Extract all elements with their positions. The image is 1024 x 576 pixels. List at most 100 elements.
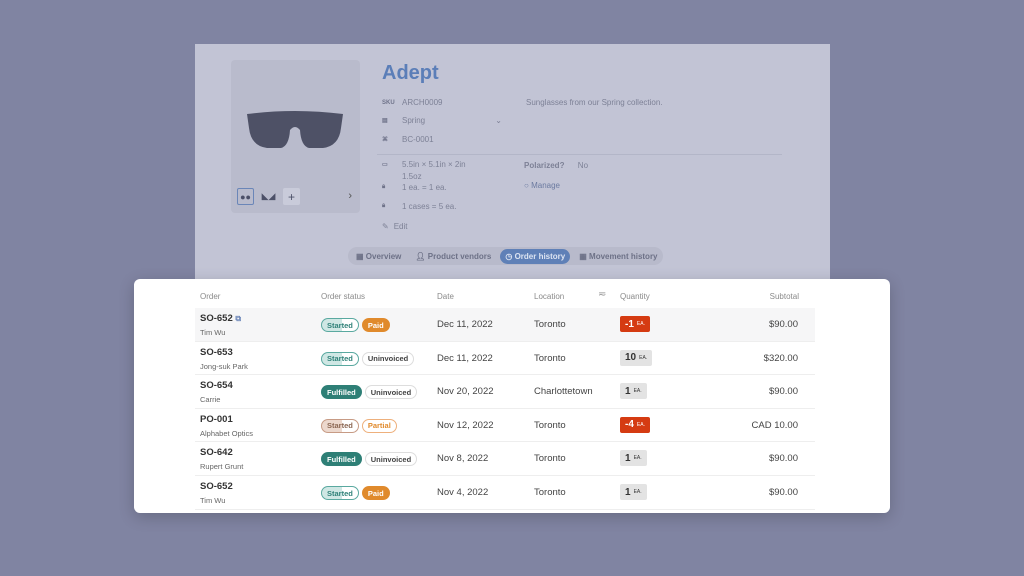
polarized-field: Polarized? No bbox=[524, 161, 589, 170]
header-date[interactable]: Date bbox=[437, 292, 454, 301]
location: Toronto bbox=[534, 319, 566, 330]
subtotal: $90.00 bbox=[768, 453, 798, 465]
quantity-badge: 1 EA. bbox=[620, 450, 647, 467]
quantity-badge: -1 EA. bbox=[620, 316, 650, 332]
product-image-gallery: ●● ◣◢ + › bbox=[231, 60, 360, 213]
location: Toronto bbox=[534, 453, 566, 465]
order-status-badge: Started bbox=[321, 486, 359, 500]
tab-bar: ▦ Overview 👤︎ Product vendors ◷ Order hi… bbox=[348, 247, 663, 265]
description-textarea[interactable]: Sunglasses from our Spring collection. bbox=[526, 98, 663, 107]
subtotal: CAD 10.00 bbox=[751, 419, 798, 431]
lock-icon: 🔒︎ bbox=[382, 203, 386, 209]
order-date: Nov 4, 2022 bbox=[437, 487, 489, 498]
sku-icon: SKU bbox=[382, 99, 395, 106]
barcode-field: ⌘ BC-0001 bbox=[382, 135, 434, 144]
order-status-badge: Fulfilled bbox=[321, 452, 362, 467]
location: Toronto bbox=[534, 419, 566, 431]
circle-icon: ○ bbox=[524, 181, 529, 190]
product-title: Adept bbox=[382, 62, 439, 84]
tab-overview[interactable]: ▦ Overview bbox=[356, 251, 402, 261]
order-id-link[interactable]: SO-652 bbox=[200, 481, 233, 492]
sunglasses-image bbox=[247, 111, 343, 148]
location: Toronto bbox=[534, 487, 566, 498]
quantity-badge: 1 EA. bbox=[620, 484, 647, 500]
order-history-table: Order Order status Date Location ≂ Quant… bbox=[134, 279, 890, 513]
order-date: Nov 20, 2022 bbox=[437, 386, 494, 398]
tab-order-history[interactable]: ◷ Order history bbox=[500, 248, 571, 264]
chevron-down-icon: ⌄ bbox=[495, 116, 502, 125]
subtotal: $90.00 bbox=[768, 319, 798, 330]
dimensions-field: ▭ 5.5in × 5.1in × 2in bbox=[382, 160, 466, 169]
order-status-badge: Started bbox=[321, 351, 359, 366]
collection-icon: ▤ bbox=[382, 118, 388, 124]
tab-movement-history[interactable]: ▦ Movement history bbox=[579, 251, 658, 261]
grid-icon: ▦ bbox=[579, 251, 587, 261]
filter-icon[interactable]: ≂ bbox=[598, 289, 607, 300]
order-status-badge: Fulfilled bbox=[321, 385, 362, 400]
external-link-icon[interactable]: ⧉ bbox=[235, 314, 242, 323]
location: Toronto bbox=[534, 352, 566, 364]
customer-name: Tim Wu bbox=[200, 496, 226, 505]
barcode-icon: ⌘ bbox=[382, 137, 388, 143]
order-status-badge: Started bbox=[321, 318, 359, 332]
header-order-status[interactable]: Order status bbox=[321, 292, 366, 301]
payment-status-badge: Paid bbox=[361, 318, 390, 332]
header-subtotal[interactable]: Subtotal bbox=[769, 292, 799, 301]
customer-name: Rupert Grunt bbox=[200, 462, 244, 472]
edit-link[interactable]: ✎ Edit bbox=[382, 222, 408, 231]
order-status-badge: Started bbox=[321, 418, 359, 433]
quantity-badge: 1 EA. bbox=[620, 383, 647, 400]
pencil-icon: ✎ bbox=[382, 222, 389, 231]
customer-name: Jong-suk Park bbox=[200, 361, 248, 371]
order-date: Dec 11, 2022 bbox=[437, 319, 493, 330]
customer-name: Carrie bbox=[200, 395, 221, 405]
order-date: Nov 12, 2022 bbox=[437, 419, 494, 431]
order-id-link[interactable]: SO-654 bbox=[200, 380, 233, 392]
clock-icon: ◷ bbox=[505, 251, 513, 261]
customer-name: Alphabet Optics bbox=[200, 428, 253, 438]
payment-status-badge: Partial bbox=[361, 418, 397, 433]
unit-conversion-1: 🔒︎ 1 ea. = 1 ea. bbox=[382, 183, 447, 192]
thumbnail-front[interactable]: ●● bbox=[237, 188, 254, 205]
list-icon: ▦ bbox=[356, 251, 364, 261]
payment-status-badge: Paid bbox=[361, 486, 390, 500]
order-id-link[interactable]: SO-642 bbox=[200, 447, 233, 459]
table-row[interactable]: SO-653 Jong-suk Park Started Uninvoiced D… bbox=[195, 342, 815, 376]
order-date: Dec 11, 2022 bbox=[437, 352, 493, 364]
order-id-link[interactable]: SO-652 ⧉ bbox=[200, 313, 242, 324]
lock-icon: 🔒︎ bbox=[382, 184, 386, 190]
order-id-link[interactable]: SO-653 bbox=[200, 346, 233, 358]
sku-field: SKU ARCH0009 bbox=[382, 98, 443, 107]
manage-link[interactable]: ○ Manage bbox=[524, 181, 560, 190]
collection-select[interactable]: ▤ Spring ⌄ bbox=[382, 116, 502, 125]
box-icon: ▭ bbox=[382, 162, 388, 168]
product-detail-panel: ●● ◣◢ + › Adept SKU ARCH0009 ▤ Spring ⌄ ⌘ BC… bbox=[195, 44, 830, 284]
chevron-right-icon[interactable]: › bbox=[348, 190, 352, 202]
subtotal: $90.00 bbox=[768, 386, 798, 398]
weight-field: 1.5oz bbox=[402, 172, 422, 181]
unit-conversion-2: 🔒︎ 1 cases = 5 ea. bbox=[382, 202, 457, 211]
subtotal: $90.00 bbox=[768, 487, 798, 498]
quantity-badge: -4 EA. bbox=[620, 416, 650, 433]
header-location[interactable]: Location bbox=[534, 292, 565, 301]
add-image-button[interactable]: + bbox=[283, 188, 300, 205]
person-icon: 👤︎ bbox=[415, 251, 426, 261]
tab-product-vendors[interactable]: 👤︎ Product vendors bbox=[415, 251, 492, 261]
table-row[interactable]: PO-001 Alphabet Optics Started Partial No… bbox=[195, 409, 815, 443]
order-id-link[interactable]: PO-001 bbox=[200, 413, 233, 425]
quantity-badge: 10 EA. bbox=[620, 349, 653, 366]
table-row[interactable]: SO-652 ⧉ Tim Wu Started Paid Dec 11, 2022… bbox=[195, 308, 815, 342]
divider bbox=[377, 154, 782, 155]
header-quantity[interactable]: Quantity bbox=[620, 292, 650, 301]
subtotal: $320.00 bbox=[763, 352, 798, 364]
header-order[interactable]: Order bbox=[200, 292, 221, 301]
order-date: Nov 8, 2022 bbox=[437, 453, 489, 465]
payment-status-badge: Uninvoiced bbox=[364, 452, 418, 467]
table-row[interactable]: SO-654 Carrie Fulfilled Uninvoiced Nov 20… bbox=[195, 375, 815, 409]
payment-status-badge: Uninvoiced bbox=[364, 385, 418, 400]
table-row[interactable]: SO-652 Tim Wu Started Paid Nov 4, 2022 To… bbox=[195, 476, 815, 510]
thumbnail-side[interactable]: ◣◢ bbox=[261, 191, 276, 201]
payment-status-badge: Uninvoiced bbox=[361, 351, 415, 366]
table-row[interactable]: SO-642 Rupert Grunt Fulfilled Uninvoiced … bbox=[195, 442, 815, 476]
customer-name: Tim Wu bbox=[200, 328, 226, 337]
